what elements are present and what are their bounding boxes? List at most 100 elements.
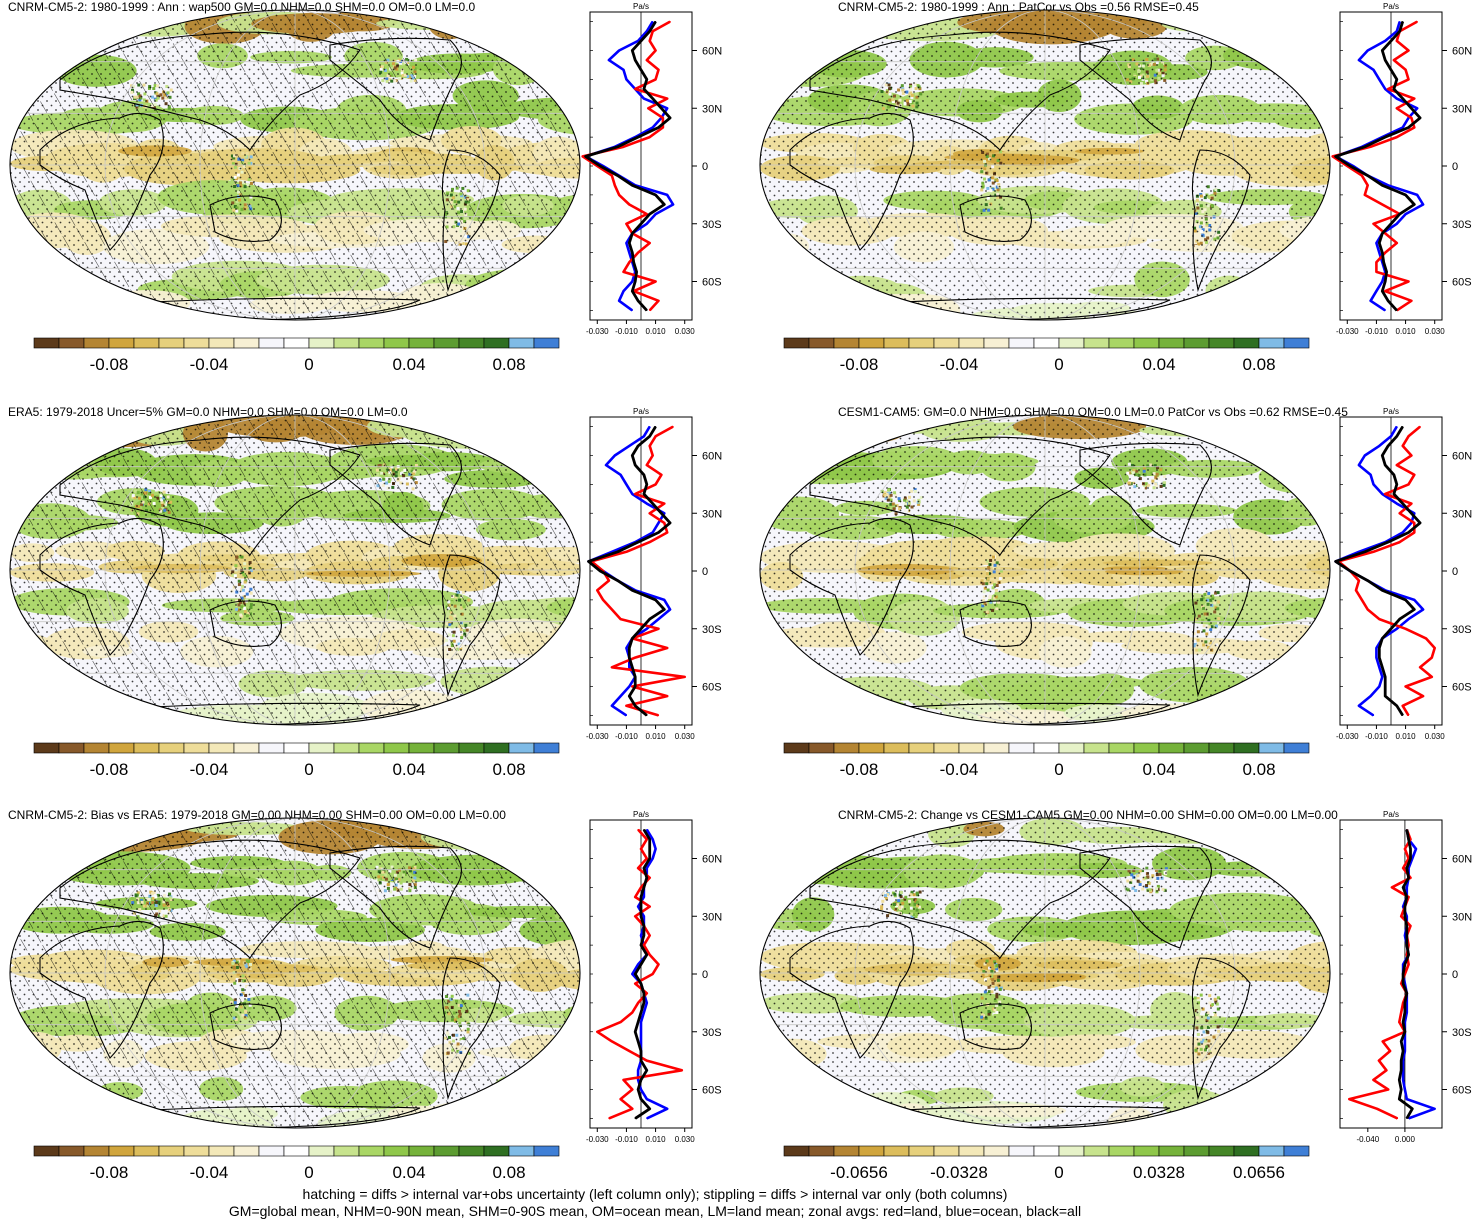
colorbar-swatch [358, 337, 385, 349]
zonal-all-point [637, 445, 639, 447]
colorbar-swatch [358, 1145, 385, 1157]
zonal-land-point [649, 242, 651, 244]
lat-tick-label: 30S [1452, 624, 1472, 636]
zonal-all-point [1406, 925, 1408, 927]
colorbar-label: -0.04 [190, 355, 229, 374]
colorbar-swatch [333, 1145, 360, 1157]
panel-title: CESM1-CAM5: GM=0.0 NHM=0.0 SHM=0.0 OM=0.… [838, 405, 1348, 419]
zonal-all-point [634, 1031, 636, 1033]
zonal-all-point [1367, 580, 1369, 582]
zonal-ocean-point [640, 1021, 642, 1023]
zonal-all-point [643, 829, 645, 831]
zonal-ocean-point [1396, 426, 1398, 428]
zonal-all-point [640, 963, 642, 965]
panel-title: ERA5: 1979-2018 Uncer=5% GM=0.0 NHM=0.0 … [8, 405, 408, 419]
zonal-ocean-point [631, 973, 633, 975]
colorbar-swatch [1183, 1145, 1210, 1157]
zonal-all-point [1384, 676, 1386, 678]
zonal-land-point [608, 1117, 610, 1119]
zonal-all-point [652, 503, 654, 505]
zonal-ocean-point [1358, 705, 1360, 707]
zonal-ocean-point [1404, 1088, 1406, 1091]
colorbar-label: -0.04 [190, 1163, 229, 1182]
zonal-ocean-point [1370, 300, 1372, 302]
zonal-all-point [660, 512, 663, 514]
zonal-all-point [1400, 1040, 1402, 1042]
zonal-all-point [643, 886, 645, 888]
colorbar-swatch [958, 1145, 985, 1157]
zonal-ocean-point [1422, 203, 1424, 206]
zonal-land-point [618, 194, 620, 196]
zonal-land-point [646, 1060, 648, 1062]
zonal-all-point [585, 155, 587, 157]
panel-title: CNRM-CM5-2: 1980-1999 : Ann : wap500 GM=… [8, 0, 476, 14]
zonal-ocean-point [672, 203, 674, 206]
zonal-all-point [654, 426, 657, 428]
zonal-all-point [1402, 21, 1404, 23]
zonal-land-point [649, 906, 651, 908]
zonal-ocean-point [640, 1040, 642, 1042]
zonal-ocean-point [618, 49, 620, 52]
zonal-all-point [649, 30, 651, 32]
colorbar-swatch [33, 742, 60, 754]
zonal-land-point [666, 531, 668, 534]
zonal-ocean-point [643, 1011, 645, 1014]
zonal-all-point [1381, 666, 1383, 668]
colorbar-label: 0.08 [1242, 760, 1275, 779]
zonal-all-point [1378, 647, 1380, 649]
zonal-all-point [1402, 1021, 1404, 1023]
colorbar-swatch [158, 337, 185, 349]
lat-tick-label: 60S [702, 277, 722, 289]
zonal-all-point [1381, 49, 1383, 52]
zonal-all-point [1381, 589, 1383, 591]
zonal-land-point [1361, 599, 1363, 601]
zonal-all-point [1410, 512, 1412, 514]
zonal-all-point [599, 570, 601, 572]
zonal-ocean-point [666, 194, 668, 196]
zonal-all-point [1400, 1088, 1402, 1091]
colorbar-swatch [408, 742, 435, 754]
zonal-all-point [643, 493, 645, 495]
colorbar-label: 0 [304, 760, 313, 779]
zonal-all-point [1406, 829, 1408, 831]
zonal-all-point [1402, 98, 1404, 100]
zonal-land-point [628, 1050, 630, 1052]
zonal-all-point [649, 618, 651, 620]
zonal-land-point [657, 69, 660, 71]
zonal-land-point [1361, 175, 1363, 177]
zonal-land-point [646, 59, 648, 61]
colorbar-swatch [208, 742, 235, 754]
zonal-ocean-point [1375, 647, 1378, 649]
panel-2: CNRM-CM5-2: 1980-1999 : Ann : PatCor vs … [750, 0, 1483, 390]
colorbar-label: 0 [1054, 1163, 1063, 1182]
zonal-land-point [1408, 963, 1410, 965]
zonal-all-point [640, 944, 642, 946]
panel-1: CNRM-CM5-2: 1980-1999 : Ann : wap500 GM=… [0, 0, 740, 390]
zonal-land-point [669, 21, 671, 23]
zonal-ocean-point [1404, 1050, 1406, 1052]
zonal-ocean-point [622, 69, 625, 71]
x-tick-label: 0.010 [1396, 327, 1417, 336]
zonal-all-point [1396, 483, 1398, 485]
colorbar-swatch [808, 1145, 835, 1157]
x-tick-label: -0.030 [1336, 732, 1359, 741]
colorbar-swatch [333, 337, 360, 349]
colorbar-label: 0.04 [1142, 355, 1175, 374]
zonal-all-point [1404, 1031, 1406, 1033]
zonal-ocean-point [614, 454, 616, 457]
zonal-ocean-point [625, 714, 628, 716]
colorbar-label: -0.08 [840, 760, 879, 779]
zonal-ocean-point [625, 78, 628, 80]
zonal-ocean-point [1381, 280, 1383, 283]
zonal-land-point [1410, 503, 1412, 505]
lat-tick-label: 60N [1452, 854, 1472, 866]
zonal-all-point [640, 983, 642, 985]
zonal-all-point [1406, 934, 1408, 937]
zonal-ocean-point [1415, 848, 1417, 850]
zonal-all-point [1384, 464, 1386, 466]
colorbar-swatch [1133, 1145, 1160, 1157]
zonal-land-point [684, 676, 686, 678]
zonal-land-point [620, 1021, 622, 1023]
zonal-land-point [646, 992, 648, 994]
zonal-land-point [1413, 98, 1415, 100]
